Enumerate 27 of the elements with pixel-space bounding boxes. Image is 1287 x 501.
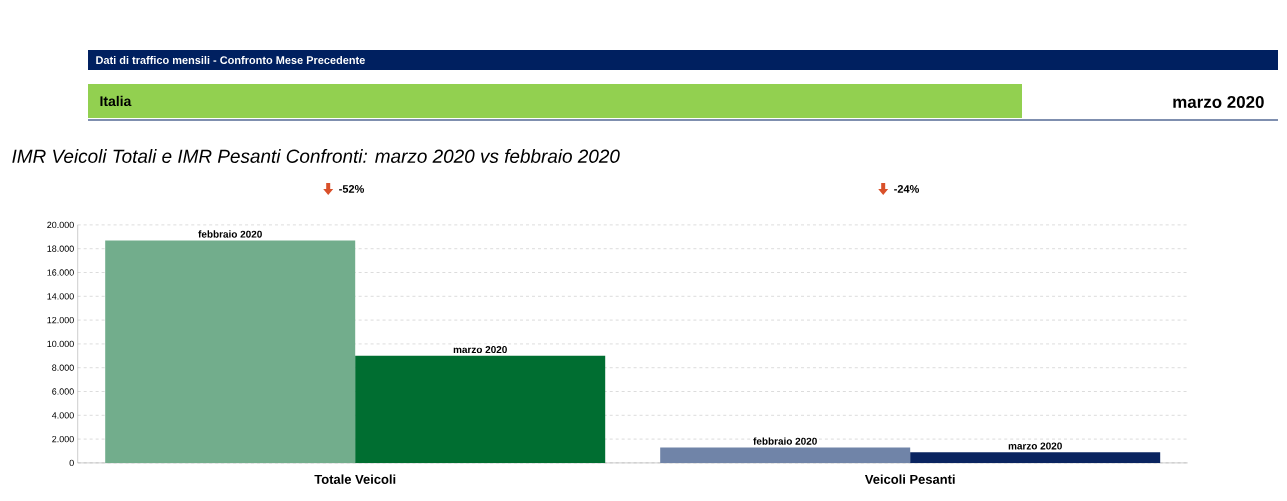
x-tick-label: Veicoli Pesanti	[864, 474, 955, 484]
bar	[910, 452, 1161, 463]
y-tick-label: 20.000	[47, 221, 74, 229]
text: marzo 2020	[1173, 95, 1264, 108]
y-tick-label: 18.000	[47, 245, 74, 252]
y-tick-label: 12.000	[47, 316, 74, 324]
y-tick-label: 16.000	[47, 269, 74, 276]
y-tick-label: 14.000	[47, 293, 74, 300]
y-tick-label: 6.000	[52, 388, 74, 395]
text: -24%	[894, 185, 919, 193]
y-tick-label: 8.000	[52, 364, 74, 371]
bar	[355, 355, 606, 463]
bar	[105, 240, 356, 463]
chart-subtitle: Dati di traffico mensili - Confronto Mese Precedente	[96, 55, 365, 65]
text: -52%	[339, 185, 365, 193]
y-tick-label: 0	[69, 459, 74, 467]
y-tick-label: 10.000	[47, 340, 74, 348]
series-label: marzo 2020	[453, 346, 507, 354]
y-tick-label: 2.000	[52, 435, 74, 443]
x-tick-label: Totale Veicoli	[314, 474, 396, 484]
series-label: febbraio 2020	[753, 437, 817, 445]
text: marzo 2020	[1008, 442, 1062, 450]
text: Italia	[100, 95, 132, 107]
chart-title: IMR Veicoli Totali e IMR Pesanti Confronti: marzo 2020 vs febbraio 2020	[12, 149, 620, 163]
bar	[660, 447, 911, 463]
y-tick-label: 4.000	[51, 412, 74, 419]
text: febbraio 2020	[198, 230, 262, 238]
